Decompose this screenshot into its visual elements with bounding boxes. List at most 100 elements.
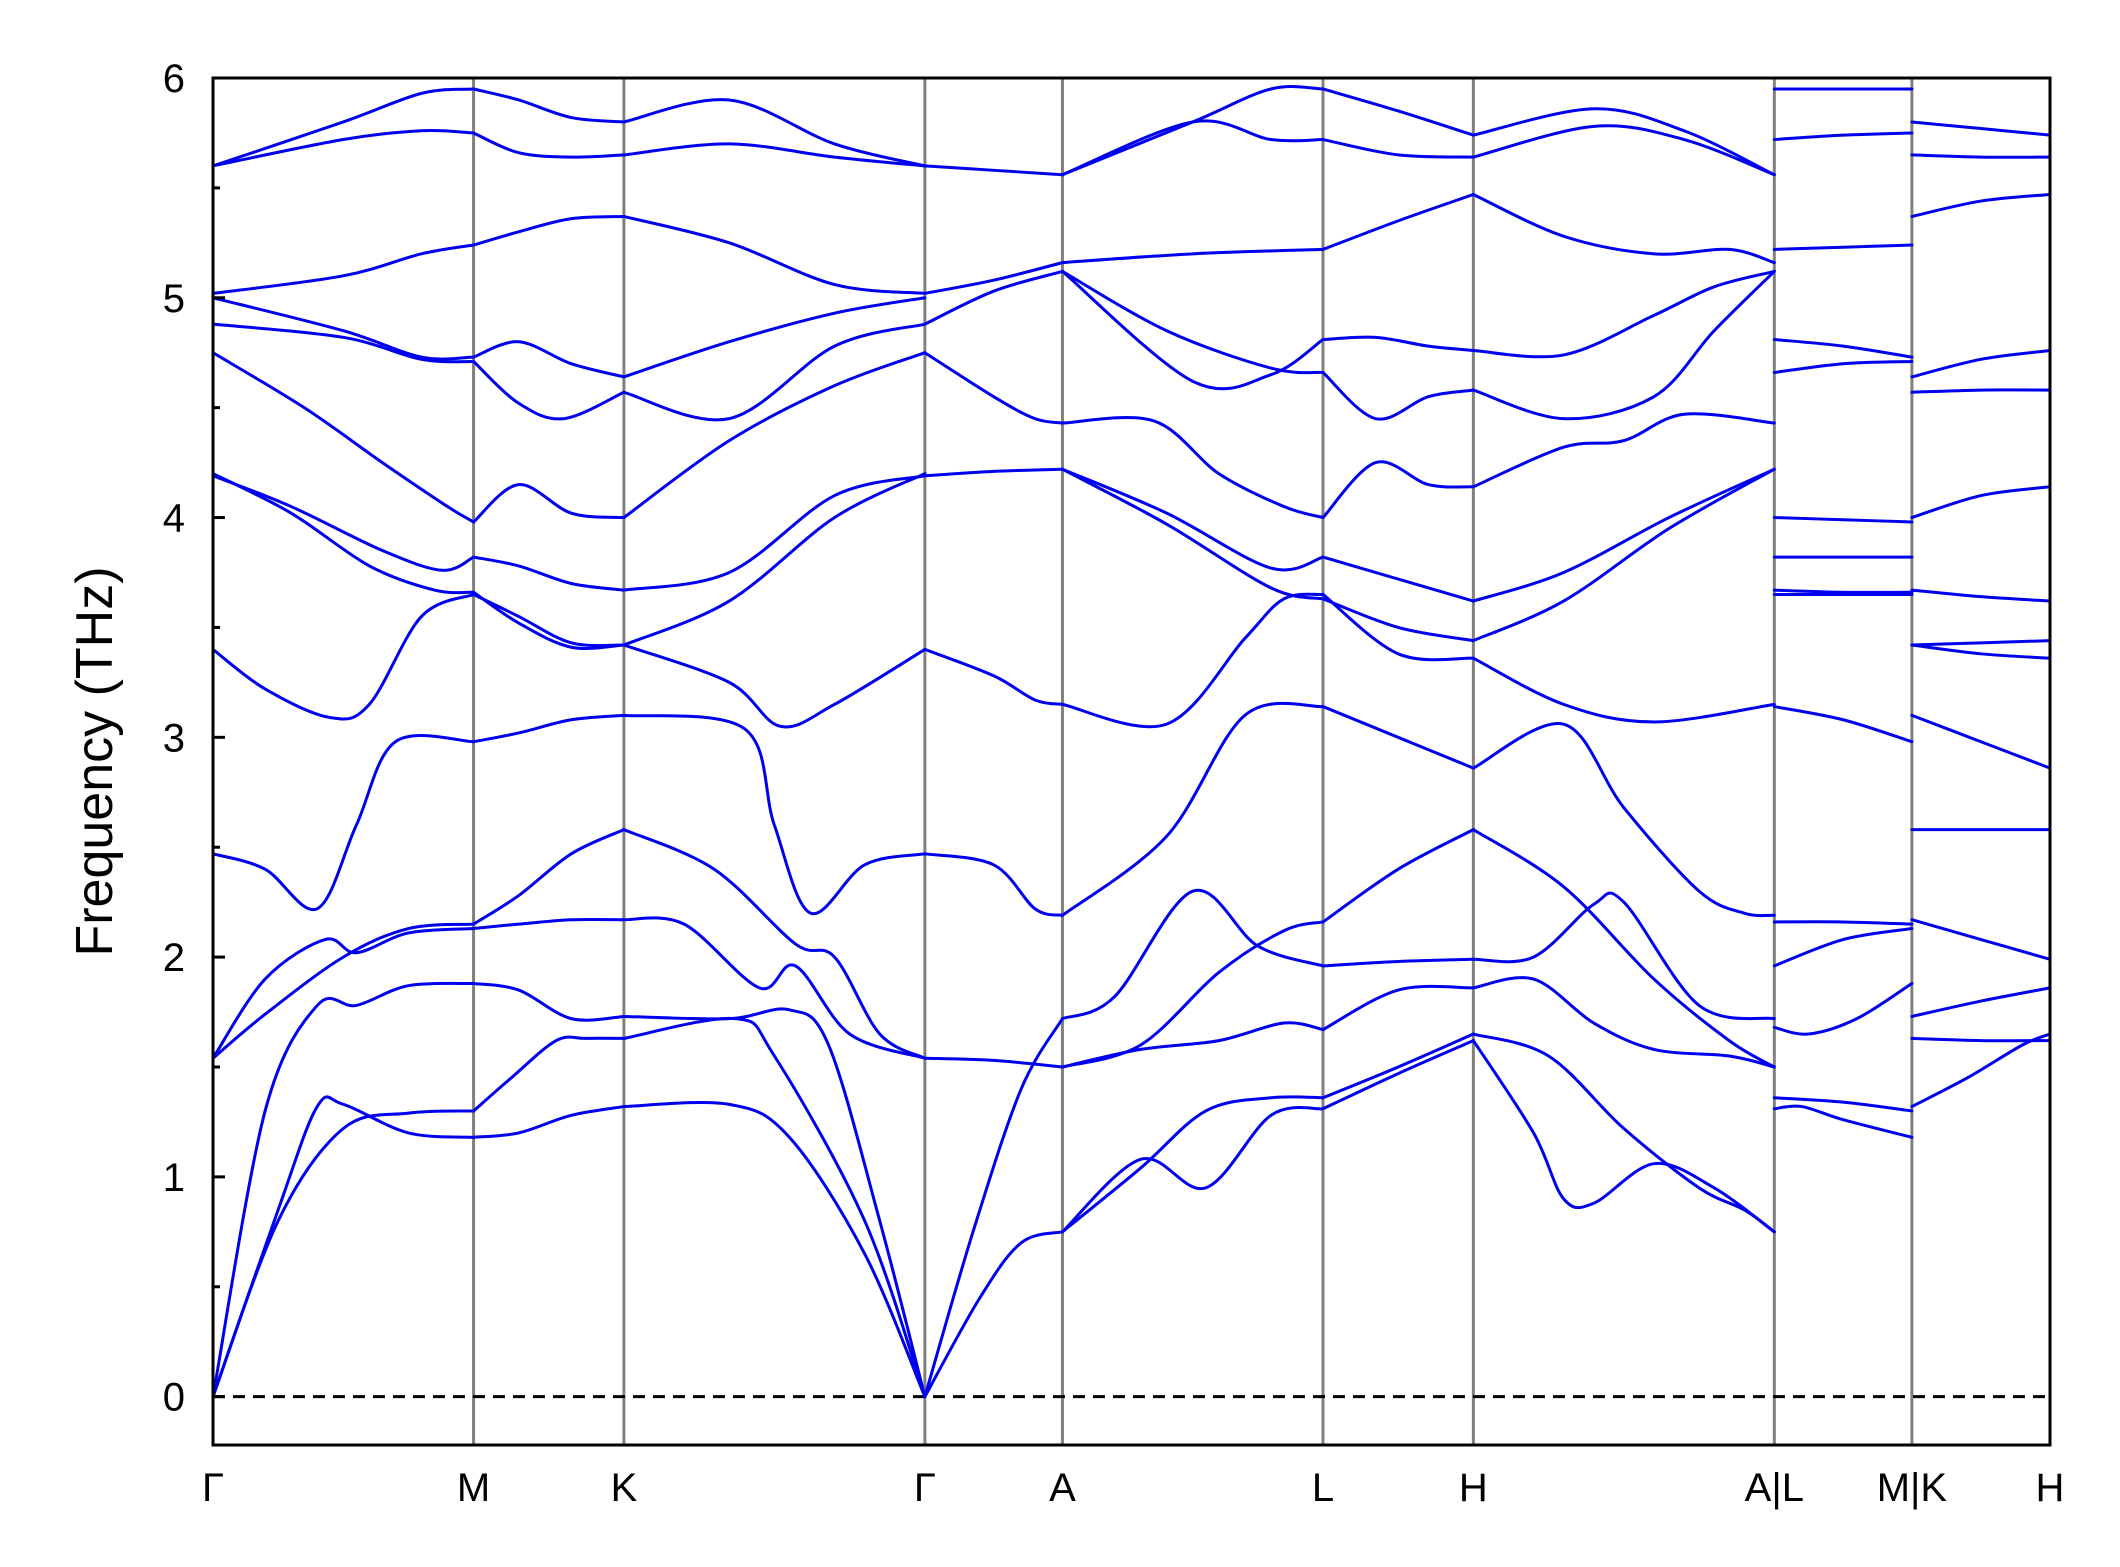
y-tick-label: 1 (163, 1156, 185, 1200)
band-line (211, 472, 476, 595)
band-line (211, 592, 476, 721)
y-tick-label: 3 (163, 716, 185, 760)
band-line (1060, 247, 1325, 265)
band-line (1772, 1104, 1914, 1139)
band-line (1910, 120, 2052, 137)
x-tick-label: Γ (202, 1466, 224, 1510)
band-line (1910, 986, 2052, 1018)
band-line (211, 87, 476, 168)
x-tick-label: H (2036, 1466, 2065, 1510)
band-line (211, 734, 476, 912)
x-tick-label: L (1312, 1466, 1334, 1510)
band-line (1910, 153, 2052, 159)
band-line (622, 322, 927, 422)
band-line (1910, 588, 2052, 603)
band-line (1321, 984, 1475, 1032)
band-line (923, 351, 1064, 425)
band-line (1060, 416, 1325, 520)
band-line (211, 927, 476, 1060)
band-segment-Γ-M (211, 87, 476, 1399)
band-line (211, 296, 476, 361)
y-tick-label: 0 (163, 1376, 185, 1420)
band-line (1471, 1039, 1776, 1234)
band-line (1910, 713, 2052, 770)
band-line (923, 852, 1064, 917)
band-line (472, 483, 626, 524)
band-segment-Γ-A (923, 164, 1064, 1399)
band-line (1772, 920, 1914, 926)
band-line (1471, 107, 1776, 177)
band-line (1471, 976, 1776, 1069)
band-line (622, 1007, 927, 1399)
band-line (211, 243, 476, 295)
band-line (1772, 705, 1914, 744)
band-segment-K-H (1910, 120, 2052, 1109)
band-line (472, 360, 626, 421)
band-line (1060, 888, 1325, 1021)
band-line (923, 647, 1064, 706)
band-line (472, 1035, 626, 1113)
band-line (1321, 705, 1475, 770)
band-line (211, 922, 476, 1060)
band-line (1471, 192, 1776, 265)
band-line (1321, 957, 1475, 968)
band-line (622, 472, 927, 647)
band-line (1060, 467, 1325, 601)
band-line (472, 87, 626, 124)
band-line (923, 1056, 1064, 1069)
band-line (1772, 131, 1914, 142)
band-line (211, 1095, 476, 1399)
y-tick-label: 5 (163, 277, 185, 321)
band-line (472, 1105, 626, 1139)
band-line (472, 713, 626, 744)
band-line (622, 98, 927, 168)
band-line (1471, 656, 1776, 724)
plot-frame (211, 76, 2052, 1447)
band-line (211, 129, 476, 168)
band-line (472, 214, 626, 247)
band-line (1772, 243, 1914, 251)
band-line (472, 917, 626, 931)
x-tick-label: M|K (1877, 1466, 1948, 1510)
band-line (923, 261, 1064, 295)
band-line (622, 828, 927, 1060)
band-line (1060, 119, 1325, 177)
band-line (622, 351, 927, 520)
band-line (1321, 1039, 1475, 1111)
band-line (1772, 1096, 1914, 1113)
band-line (1910, 639, 2052, 647)
band-line (923, 269, 1064, 326)
band-line (1321, 555, 1475, 603)
band-line (472, 131, 626, 159)
x-tick-label: M (457, 1466, 490, 1510)
band-line (1060, 1106, 1325, 1234)
band-line (472, 555, 626, 592)
band-segment-H-A (1471, 107, 1776, 1234)
band-line (1910, 485, 2052, 520)
band-line (1060, 701, 1325, 917)
band-line (211, 351, 476, 524)
y-axis-label: Frequency (THz) (66, 566, 124, 956)
band-line (1321, 371, 1475, 421)
band-line (1910, 643, 2052, 660)
band-line (1471, 1032, 1776, 1234)
band-line (923, 1230, 1064, 1399)
band-line (622, 916, 927, 1060)
band-line (1772, 516, 1914, 524)
band-line (1321, 597, 1475, 643)
band-line (1060, 1095, 1325, 1234)
band-line (1321, 335, 1475, 353)
band-segment-M-K (472, 87, 626, 1139)
band-line (472, 340, 626, 379)
y-tick-label: 4 (163, 497, 185, 541)
band-line (1471, 467, 1776, 643)
band-line (1471, 467, 1776, 603)
x-tick-label: A|L (1745, 1466, 1804, 1510)
band-line (622, 1100, 927, 1399)
x-axis-tick-labels: Γ M K Γ A L H A|L M|K H (202, 1466, 2064, 1510)
band-line (472, 590, 626, 650)
y-axis-ticks: 0 1 2 3 4 5 6 (163, 57, 225, 1420)
band-line (472, 981, 626, 1022)
